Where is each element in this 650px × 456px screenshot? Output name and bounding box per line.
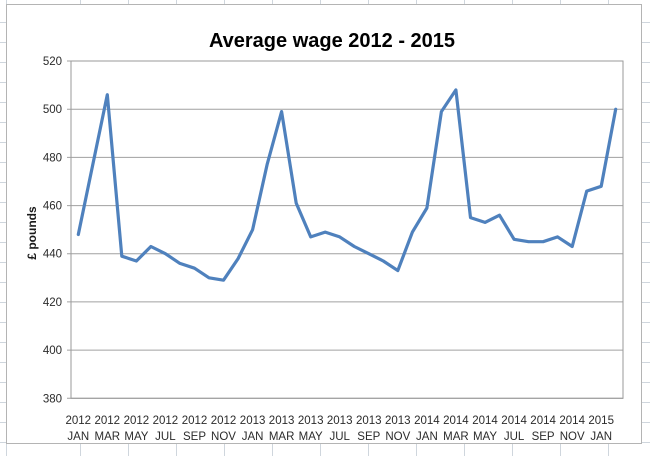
svg-text:NOV: NOV — [211, 431, 236, 443]
svg-text:480: 480 — [43, 152, 62, 164]
svg-text:2012: 2012 — [95, 415, 121, 427]
svg-text:MAR: MAR — [95, 431, 121, 443]
svg-text:2015: 2015 — [588, 415, 614, 427]
svg-text:JAN: JAN — [590, 431, 612, 443]
svg-text:JAN: JAN — [242, 431, 264, 443]
svg-text:2014: 2014 — [472, 415, 498, 427]
svg-text:MAR: MAR — [269, 431, 295, 443]
svg-text:JAN: JAN — [416, 431, 438, 443]
svg-text:2014: 2014 — [559, 415, 585, 427]
y-gridlines-and-ticks: 380 400 420 440 460 480 500 520 — [43, 56, 623, 405]
svg-text:2012: 2012 — [66, 415, 92, 427]
svg-text:MAY: MAY — [473, 431, 497, 443]
svg-text:2013: 2013 — [269, 415, 295, 427]
svg-text:MAR: MAR — [443, 431, 469, 443]
svg-text:2012: 2012 — [211, 415, 237, 427]
svg-text:420: 420 — [43, 297, 62, 309]
plot-border — [70, 60, 624, 399]
svg-text:500: 500 — [43, 104, 62, 116]
svg-text:NOV: NOV — [560, 431, 585, 443]
svg-text:2013: 2013 — [356, 415, 382, 427]
svg-text:NOV: NOV — [385, 431, 410, 443]
svg-text:JUL: JUL — [155, 431, 176, 443]
wage-line-series[interactable] — [76, 88, 618, 282]
svg-text:2013: 2013 — [240, 415, 266, 427]
svg-text:2013: 2013 — [327, 415, 353, 427]
chart-title[interactable]: Average wage 2012 - 2015 — [208, 30, 456, 52]
chart-area[interactable]: Average wage 2012 - 2015 £ pounds — [6, 4, 642, 444]
svg-text:460: 460 — [43, 201, 62, 213]
svg-text:440: 440 — [43, 249, 62, 261]
svg-text:SEP: SEP — [532, 431, 555, 443]
svg-text:JAN: JAN — [67, 431, 89, 443]
svg-text:2013: 2013 — [298, 415, 324, 427]
svg-text:400: 400 — [43, 345, 62, 357]
svg-text:2013: 2013 — [385, 415, 411, 427]
svg-text:2014: 2014 — [501, 415, 527, 427]
svg-text:MAY: MAY — [124, 431, 148, 443]
svg-text:JUL: JUL — [329, 431, 350, 443]
svg-text:380: 380 — [43, 393, 62, 405]
svg-text:MAY: MAY — [299, 431, 323, 443]
svg-text:2012: 2012 — [153, 415, 179, 427]
svg-text:JUL: JUL — [504, 431, 525, 443]
svg-text:2012: 2012 — [124, 415, 150, 427]
svg-text:SEP: SEP — [357, 431, 380, 443]
svg-text:2014: 2014 — [530, 415, 556, 427]
svg-text:2014: 2014 — [414, 415, 440, 427]
svg-text:SEP: SEP — [183, 431, 206, 443]
x-axis-labels: 2012JAN2012MAR2012MAY2012JUL2012SEP2012N… — [66, 415, 614, 443]
svg-text:2014: 2014 — [443, 415, 469, 427]
svg-text:520: 520 — [43, 56, 62, 68]
svg-text:2012: 2012 — [182, 415, 208, 427]
